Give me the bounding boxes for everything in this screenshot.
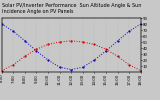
Text: Solar PV/Inverter Performance  Sun Altitude Angle & Sun Incidence Angle on PV Pa: Solar PV/Inverter Performance Sun Altitu… <box>2 3 141 14</box>
